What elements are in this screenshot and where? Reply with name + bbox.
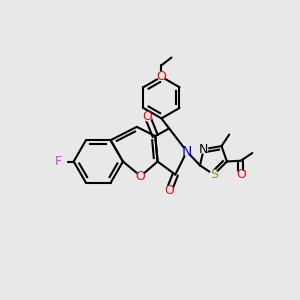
Text: N: N: [199, 143, 208, 156]
Text: O: O: [136, 169, 146, 183]
Text: F: F: [55, 155, 62, 168]
Text: N: N: [182, 145, 192, 158]
Circle shape: [200, 145, 208, 153]
Circle shape: [210, 171, 218, 178]
Circle shape: [137, 172, 145, 180]
Circle shape: [158, 72, 165, 80]
Text: O: O: [236, 168, 246, 181]
Circle shape: [54, 158, 62, 165]
Circle shape: [183, 148, 191, 155]
Circle shape: [165, 186, 173, 194]
Text: O: O: [143, 110, 152, 123]
Circle shape: [144, 113, 152, 121]
Text: O: O: [164, 184, 174, 196]
Text: O: O: [157, 70, 166, 83]
Circle shape: [237, 171, 244, 178]
Text: S: S: [210, 168, 218, 181]
